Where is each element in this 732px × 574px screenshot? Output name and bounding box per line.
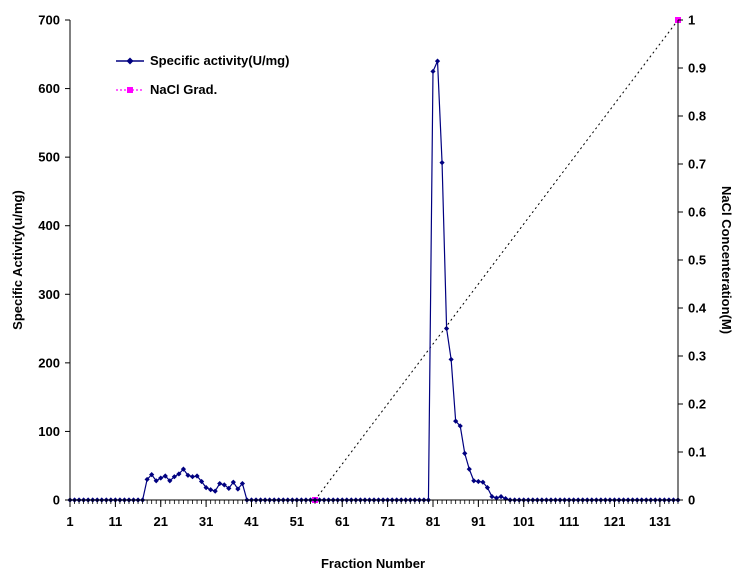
y-left-tick-label: 500 xyxy=(38,150,60,165)
x-tick-label: 121 xyxy=(604,514,626,529)
y-left-tick-label: 700 xyxy=(38,13,60,28)
x-tick-label: 91 xyxy=(471,514,485,529)
y-right-tick-label: 0.8 xyxy=(688,109,706,124)
y-right-tick-label: 0.3 xyxy=(688,349,706,364)
series-activity-point xyxy=(498,493,504,500)
series-activity-point xyxy=(226,485,232,491)
x-axis-title: Fraction Number xyxy=(321,556,425,571)
series-activity-point xyxy=(230,479,236,485)
y-left-tick-label: 600 xyxy=(38,81,60,96)
y-right-axis-title: NaCl Concenteration(M) xyxy=(719,186,732,334)
series-activity-point xyxy=(239,480,246,487)
series-activity-point xyxy=(430,68,436,75)
series-activity-point xyxy=(444,325,450,332)
y-left-axis-title: Specific Activity(u/mg) xyxy=(10,190,25,330)
series-activity-point xyxy=(439,160,445,166)
series-activity-point xyxy=(208,487,214,493)
x-tick-label: 31 xyxy=(199,514,213,529)
series-activity-point xyxy=(221,482,227,488)
series-activity-point xyxy=(434,58,441,64)
legend-label-activity: Specific activity(U/mg) xyxy=(150,53,289,68)
series-activity-point xyxy=(484,485,491,491)
series-activity-point xyxy=(167,478,173,484)
x-tick-label: 1 xyxy=(66,514,73,529)
legend: Specific activity(U/mg) NaCl Grad. xyxy=(116,53,289,97)
series-activity-point xyxy=(466,466,472,472)
series-activity-point xyxy=(471,478,477,484)
y-right-tick-label: 0.4 xyxy=(688,301,707,316)
series-activity-point xyxy=(198,478,205,485)
x-tick-label: 111 xyxy=(559,514,579,529)
y-right-tick-label: 0.5 xyxy=(688,253,706,268)
x-tick-label: 81 xyxy=(426,514,440,529)
series-activity-point xyxy=(149,472,155,478)
series-activity-point xyxy=(158,475,164,481)
y-left-tick-label: 0 xyxy=(53,493,60,508)
series-activity-point xyxy=(462,450,468,456)
y-left-tick-label: 400 xyxy=(38,218,60,233)
x-tick-label: 21 xyxy=(154,514,168,529)
y-right-tick-label: 1 xyxy=(688,13,695,28)
y-left-tick-label: 100 xyxy=(38,424,60,439)
legend-marker-nacl xyxy=(127,87,133,93)
series-activity-point xyxy=(457,423,463,429)
series-activity-point xyxy=(153,478,159,484)
series-activity-point xyxy=(453,418,459,424)
series-activity-point xyxy=(235,486,241,492)
series-nacl-line xyxy=(314,19,679,501)
y-left-tick-label: 200 xyxy=(38,355,60,370)
legend-label-nacl: NaCl Grad. xyxy=(150,82,217,97)
series-activity-point xyxy=(189,474,196,480)
series-activity-line xyxy=(70,60,678,501)
x-tick-label: 61 xyxy=(335,514,349,529)
series-activity-point xyxy=(448,356,454,363)
series-activity-point xyxy=(194,473,200,479)
y-left-tick-label: 300 xyxy=(38,287,60,302)
y-right-tick-label: 0.1 xyxy=(688,445,706,460)
x-tick-label: 71 xyxy=(380,514,394,529)
series-activity-point xyxy=(162,473,168,479)
y-right-tick-label: 0.2 xyxy=(688,397,706,412)
x-tick-label: 41 xyxy=(244,514,258,529)
series-activity-point xyxy=(176,471,182,477)
series-activity-point xyxy=(185,472,191,478)
y-right-tick-label: 0.6 xyxy=(688,205,706,220)
x-tick-label: 11 xyxy=(108,514,122,529)
series-activity-point xyxy=(217,480,223,487)
series-activity-point xyxy=(489,493,495,500)
legend-marker-activity xyxy=(126,57,134,65)
x-tick-label: 131 xyxy=(649,514,671,529)
series-activity-point xyxy=(212,488,218,494)
series-activity-point xyxy=(480,479,486,485)
series-activity-point xyxy=(144,476,150,483)
x-tick-label: 101 xyxy=(513,514,535,529)
series-activity-point xyxy=(171,474,177,480)
series-activity-point xyxy=(180,466,187,472)
y-right-tick-label: 0.9 xyxy=(688,61,706,76)
x-tick-label: 51 xyxy=(290,514,304,529)
axes: 0 100 200 300 400 500 600 700 0 0.1 0.2 0.3 0.4 0.5 0.… xyxy=(38,13,707,530)
y-right-tick-label: 0 xyxy=(688,493,695,508)
series-activity-point xyxy=(203,485,209,491)
y-right-tick-label: 0.7 xyxy=(688,157,706,172)
series-activity-point xyxy=(475,478,481,485)
series-activity-point xyxy=(493,495,500,501)
